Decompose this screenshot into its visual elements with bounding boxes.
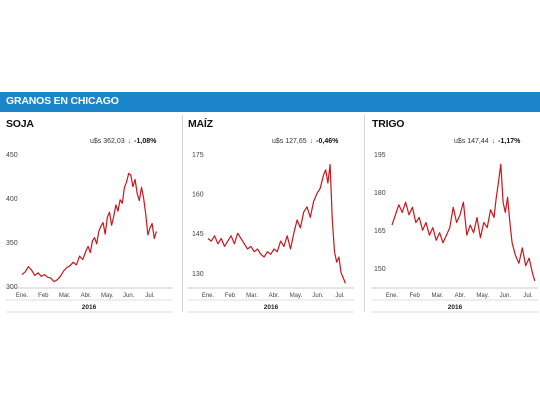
trigo-xtick-label: Jul. — [523, 293, 533, 299]
maiz-ytick-label: 130 — [192, 271, 204, 278]
maiz-ytick-label: 160 — [192, 192, 204, 199]
trigo-ytick-label: 195 — [374, 152, 386, 159]
soja-price: u$s 362,03 — [90, 138, 125, 145]
maiz-title: MAÍZ — [188, 118, 213, 130]
maiz-price-line — [207, 164, 347, 284]
trigo-ytick-label: 180 — [374, 190, 386, 197]
soja-year-label: 2016 — [82, 304, 97, 311]
down-arrow-icon: ↓ — [127, 138, 132, 145]
maiz-xtick-label: Abr. — [269, 293, 280, 299]
soja-title: SOJA — [6, 118, 34, 130]
soja-xtick-label: Mar. — [59, 293, 71, 299]
maiz-quote: u$s 127,65 ↓ -0,46% — [272, 138, 338, 145]
trigo-ytick-label: 165 — [374, 228, 386, 235]
soja-ytick-label: 350 — [6, 240, 18, 247]
soja-xtick-label: Jun. — [123, 293, 135, 299]
header-title: GRANOS EN CHICAGO — [6, 95, 119, 107]
trigo-price: u$s 147,44 — [454, 138, 489, 145]
maiz-year-label: 2016 — [264, 304, 279, 311]
down-arrow-icon: ↓ — [491, 138, 496, 145]
divider — [364, 115, 365, 312]
soja-price-line — [21, 172, 157, 283]
maiz-change: -0,46% — [316, 138, 339, 145]
maiz-ytick-label: 145 — [192, 231, 204, 238]
maiz-xtick-label: Mar. — [246, 293, 258, 299]
trigo-panel: TRIGO — [372, 115, 538, 315]
maiz-xtick-label: May. — [290, 293, 303, 299]
trigo-change: -1,17% — [498, 138, 521, 145]
trigo-xtick-label: May. — [476, 293, 489, 299]
down-arrow-icon: ↓ — [309, 138, 314, 145]
soja-xtick-label: Jul. — [145, 293, 155, 299]
soja-quote: u$s 362,03 ↓ -1,08% — [90, 138, 156, 145]
maiz-xtick-label: Feb — [225, 293, 236, 299]
soja-change: -1,08% — [134, 138, 157, 145]
trigo-xtick-label: Mar. — [431, 293, 443, 299]
soja-ytick-label: 450 — [6, 152, 18, 159]
soja-xtick-label: May. — [101, 293, 114, 299]
maiz-xtick-label: Ene. — [202, 293, 215, 299]
soja-xtick-label: Abr. — [81, 293, 92, 299]
trigo-xtick-label: Jun. — [500, 293, 512, 299]
trigo-year-label: 2016 — [448, 304, 463, 311]
divider — [182, 115, 183, 312]
soja-panel: SOJA — [6, 115, 176, 315]
soja-xtick-label: Feb — [38, 293, 49, 299]
maiz-xtick-label: Jul. — [335, 293, 345, 299]
trigo-ytick-label: 150 — [374, 266, 386, 273]
soja-xtick-label: Ene. — [16, 293, 29, 299]
maiz-price: u$s 127,65 — [272, 138, 307, 145]
maiz-panel: MAÍZ — [188, 115, 358, 315]
header-banner: GRANOS EN CHICAGO — [0, 92, 540, 112]
trigo-price-line — [391, 163, 536, 282]
soja-ytick-label: 400 — [6, 196, 18, 203]
trigo-title: TRIGO — [372, 118, 405, 130]
maiz-ytick-label: 175 — [192, 152, 204, 159]
trigo-xtick-label: Feb — [409, 293, 420, 299]
trigo-xtick-label: Ene. — [386, 293, 399, 299]
trigo-quote: u$s 147,44 ↓ -1,17% — [454, 138, 520, 145]
trigo-xtick-label: Abr. — [455, 293, 466, 299]
soja-ytick-label: 300 — [6, 284, 18, 291]
maiz-xtick-label: Jun. — [312, 293, 324, 299]
